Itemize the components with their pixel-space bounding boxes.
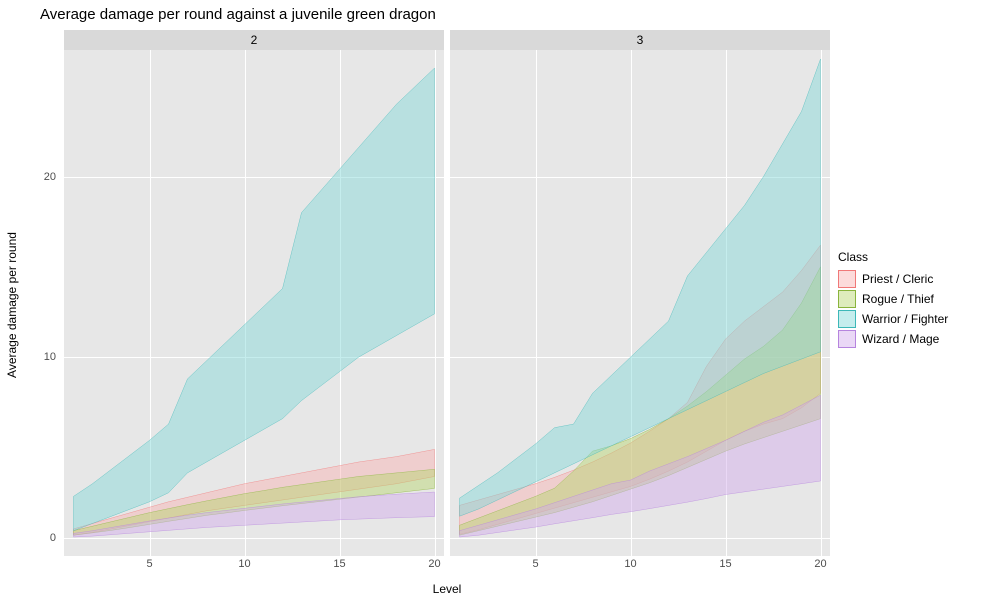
legend-swatch (838, 270, 856, 288)
legend-label: Wizard / Mage (862, 332, 939, 346)
legend-items: Priest / Cleric Rogue / Thief Warrior / Fi… (838, 268, 988, 350)
x-tick-label: 15 (333, 558, 345, 570)
legend-item: Rogue / Thief (838, 290, 988, 308)
x-tick-label: 10 (624, 558, 636, 570)
legend: Class Priest / Cleric Rogue / Thief Warrio… (838, 0, 988, 600)
x-axis-ticks: 5 10 15 20 (64, 558, 444, 574)
legend-swatch (838, 310, 856, 328)
legend-item: Priest / Cleric (838, 270, 988, 288)
x-tick-label: 20 (814, 558, 826, 570)
chart-title: Average damage per round against a juven… (40, 6, 436, 23)
x-axis-ticks: 5 10 15 20 (450, 558, 830, 574)
x-tick-label: 10 (238, 558, 250, 570)
y-tick-label: 10 (44, 351, 56, 363)
facet-panel: 25101520 (64, 30, 444, 556)
x-tick-label: 5 (146, 558, 152, 570)
legend-item: Wizard / Mage (838, 330, 988, 348)
legend-swatch (838, 290, 856, 308)
legend-swatch (838, 330, 856, 348)
plot-area: 5101520 (450, 50, 830, 556)
y-tick-label: 0 (50, 532, 56, 544)
y-axis-label-wrap: Average damage per round (4, 40, 20, 570)
x-tick-label: 15 (719, 558, 731, 570)
legend-item: Warrior / Fighter (838, 310, 988, 328)
legend-label: Warrior / Fighter (862, 312, 948, 326)
ribbons-svg (450, 50, 830, 556)
x-tick-label: 5 (532, 558, 538, 570)
legend-label: Rogue / Thief (862, 292, 934, 306)
facet-panels: 2510152035101520 (64, 30, 830, 556)
facet-strip: 2 (64, 30, 444, 50)
legend-title: Class (838, 250, 988, 264)
facet-panel: 35101520 (450, 30, 830, 556)
chart-root: Average damage per round against a juven… (0, 0, 1000, 600)
x-tick-label: 20 (428, 558, 440, 570)
legend-label: Priest / Cleric (862, 272, 933, 286)
y-tick-label: 20 (44, 171, 56, 183)
x-axis-label: Level (64, 582, 830, 596)
ribbons-svg (64, 50, 444, 556)
y-axis-ticks: 0 10 20 (24, 50, 60, 556)
y-axis-label: Average damage per round (5, 232, 19, 378)
facet-strip: 3 (450, 30, 830, 50)
plot-area: 5101520 (64, 50, 444, 556)
